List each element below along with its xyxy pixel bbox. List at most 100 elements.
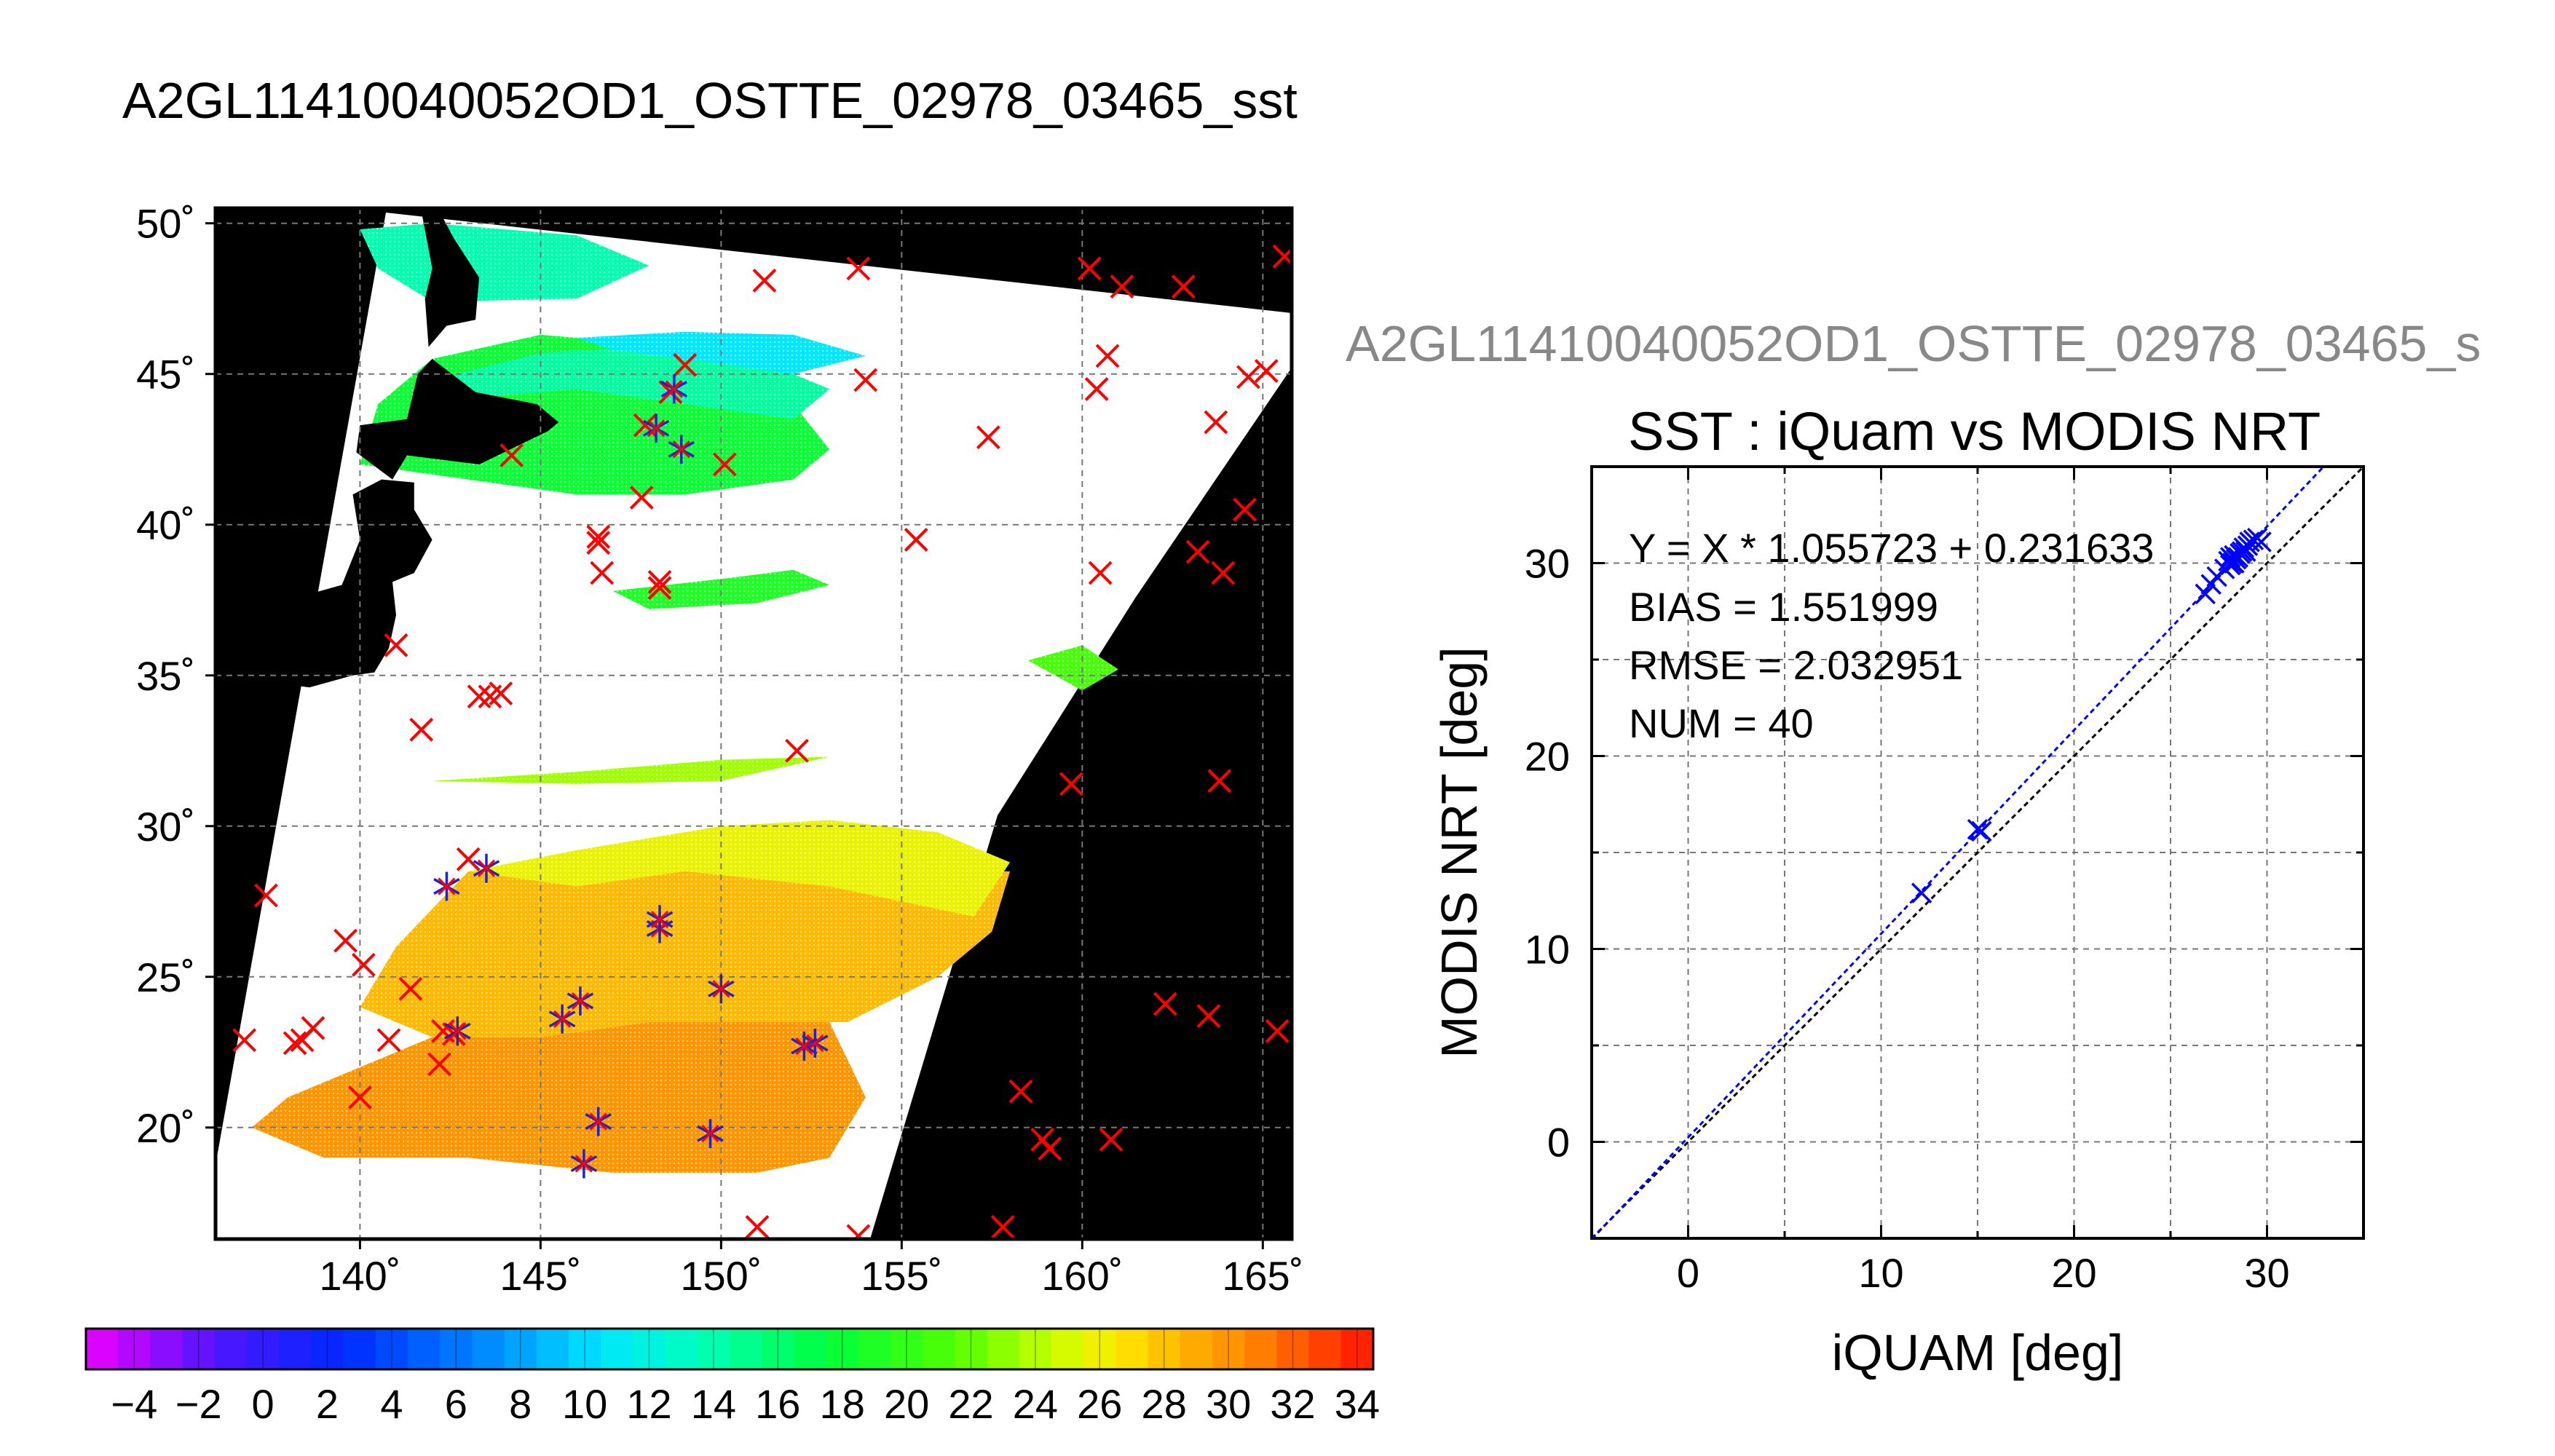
colorbar-bin [504,1329,537,1369]
scatter-point [2219,554,2241,576]
lat-tick-label: 30˚ [136,804,195,850]
iquam-marker [283,1031,307,1056]
iquam-marker [673,352,698,377]
colorbar-bin [1019,1329,1052,1369]
map-frame [213,206,1294,1241]
rmse-value: RMSE = 2.032951 [1629,642,1963,688]
sst-map: 140˚ 145˚ 150˚ 155˚ 160˚ 165˚ 50˚ 45˚ 40˚ 35˚ 30˚… [136,201,1303,1299]
land-area [356,359,559,480]
colorbar-bin [1083,1329,1116,1369]
sst-patch-texture [612,569,830,609]
iquam-marker [1008,1079,1033,1104]
iquam-marker [232,1028,257,1053]
iquam-marker [347,1085,372,1109]
lon-tick-label: 165˚ [1222,1253,1303,1299]
iquam-marker [1077,256,1102,281]
colorbar-bin [1148,1329,1181,1369]
matched-marker [668,435,695,464]
iquam-marker [301,1016,325,1040]
scatter-point [2235,541,2256,562]
sst-patch-texture [432,756,830,784]
y-axis-label: MODIS NRT [deg] [1431,646,1488,1058]
lat-tick-label: 40˚ [136,502,195,548]
colorbar-tick-label: 2 [316,1381,339,1427]
lon-tick-label: 145˚ [499,1253,581,1299]
colorbar-tick-label: 30 [1206,1381,1251,1427]
colorbar-bin [182,1329,216,1369]
colorbar-bin [891,1329,923,1369]
iquam-marker [1185,539,1210,564]
iquam-marker [752,268,777,293]
iquam-marker [647,576,672,601]
fit-equation: Y = X * 1.055723 + 0.231633 [1629,525,2154,571]
iquam-marker [1196,1004,1221,1029]
colorbar-bin [1276,1329,1310,1369]
x-tick-label: 10 [1858,1250,1903,1296]
iquam-marker [467,684,491,709]
matched-marker [642,414,670,443]
iquam-marker [846,1224,871,1239]
iquam-marker [1233,497,1257,522]
iquam-marker [1265,1018,1290,1043]
num-value: NUM = 40 [1629,700,1814,746]
scatter-point [1971,820,1992,842]
bias-value: BIAS = 1.551999 [1629,584,1938,630]
matched-marker [791,1032,818,1061]
x-tick-label: 20 [2051,1250,2096,1296]
iquam-marker [427,1052,451,1077]
colorbar-tick-label: 28 [1142,1381,1187,1427]
sst-patch-texture [468,820,1011,917]
map-gridlines [216,208,1292,1239]
colorbar-tick-label: 0 [252,1381,275,1427]
colorbar-tick-label: 12 [626,1381,671,1427]
colorbar-tick-label: 34 [1335,1381,1380,1427]
colorbar-bin [86,1329,119,1369]
iquam-marker [745,1215,770,1239]
x-axis-label: iQUAM [deg] [1832,1324,2124,1381]
iquam-marker [398,976,423,1001]
scatter-points [1911,527,2272,903]
land-area [258,479,433,688]
colorbar-bin [311,1329,344,1369]
iquam-marker [254,883,278,908]
colorbar-tick-label: 14 [691,1381,736,1427]
y-tick-label: 0 [1547,1120,1570,1166]
matched-marker [570,1149,598,1179]
iquam-marker [376,1028,401,1053]
colorbar-bin [987,1329,1020,1369]
matched-marker [444,1016,471,1046]
colorbar-tick-label: 16 [755,1381,800,1427]
colorbar-frame [84,1327,1375,1371]
colorbar-tick-label: 22 [948,1381,993,1427]
matched-marker [697,1119,724,1149]
scatter-chart-title: SST : iQuam vs MODIS NRT [1628,401,2321,462]
colorbar-tick-label: −4 [111,1381,157,1427]
colorbar-tick-label: 24 [1013,1381,1058,1427]
colorbar-bin [955,1329,988,1369]
scatter-point [1967,818,1989,840]
iquam-marker [489,681,513,706]
x-tick-label: 0 [1677,1250,1699,1296]
lon-tick-label: 150˚ [680,1253,762,1299]
iquam-marker [586,531,611,555]
scatter-axis-ticks: 0 10 20 30 0 10 20 30 [1525,467,2364,1296]
lon-tick-label: 140˚ [319,1253,400,1299]
matched-marker [433,871,460,901]
lon-tick-label: 155˚ [861,1253,942,1299]
colorbar-bin [472,1329,505,1369]
iquam-marker [409,717,434,742]
colorbar-bin [1340,1329,1374,1369]
colorbar-tick-label: 18 [820,1381,865,1427]
x-tick-label: 30 [2244,1250,2289,1296]
colorbar-bin [279,1329,312,1369]
iquam-marker [1171,274,1196,299]
iquam-marker [853,368,878,392]
land-area [421,211,480,347]
iquam-marker [785,738,809,763]
matched-marker [646,905,674,935]
sst-patch-texture [360,856,1011,1037]
y-tick-label: 20 [1525,734,1570,780]
iquam-marker [904,528,928,552]
iquam-marker [1236,365,1260,389]
iquam-marker [1038,1136,1062,1161]
